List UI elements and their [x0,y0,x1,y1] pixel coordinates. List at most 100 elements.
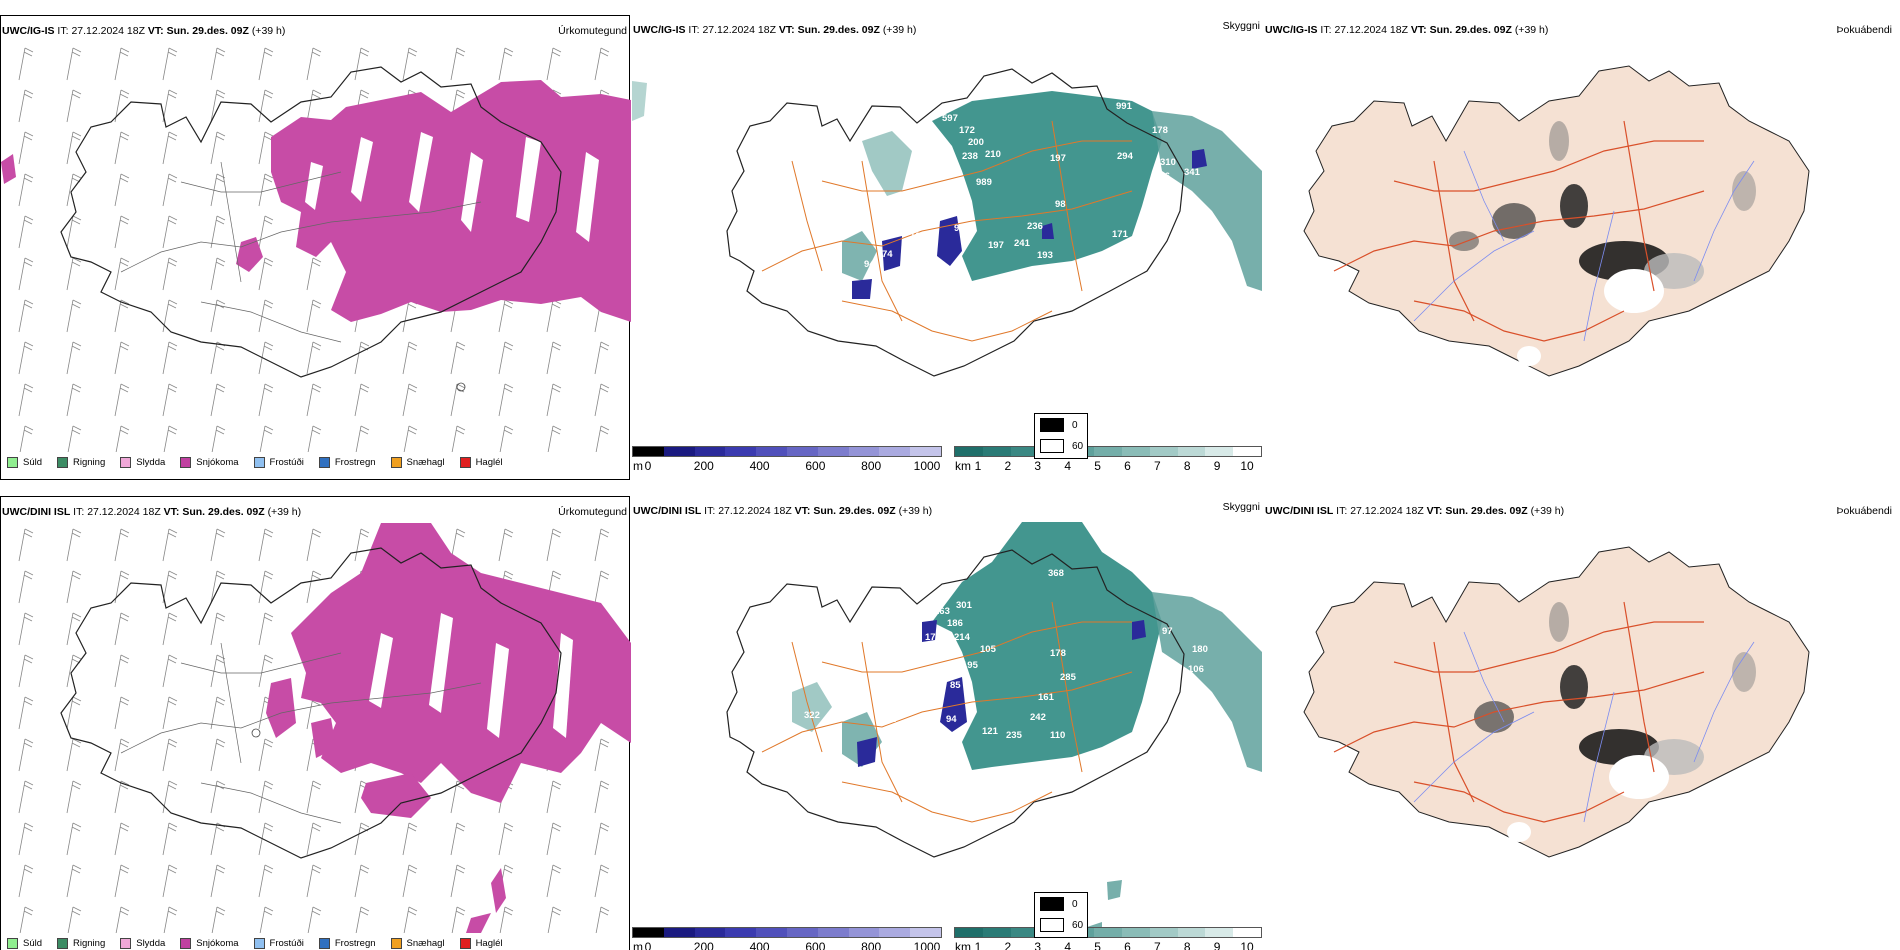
scale-swatch [786,447,818,456]
fog-panel-top: UWC/IG-IS IT: 27.12.2024 18Z VT: Sun. 29… [1034,15,1894,480]
init-time: 27.12.2024 18Z [718,505,792,517]
scale-tick: 0 [644,940,652,950]
visibility-value: 98 [1055,199,1066,210]
valid-time: Sun. 29.des. 09Z [797,24,880,36]
visibility-value: 178 [1152,125,1168,136]
panel-title: Skyggni [1222,20,1260,32]
roads [761,120,1133,342]
fog-legend-label: 0 [1072,898,1078,910]
panel-header: UWC/IG-IS IT: 27.12.2024 18Z VT: Sun. 29… [1265,24,1892,38]
legend-item: Snjókoma [180,456,239,468]
scale-swatch [1149,447,1178,456]
scale-swatch [910,928,941,937]
iceland-outline [60,547,562,859]
visibility-value: 56 [944,203,955,214]
panel-title: Þokuábendi [1836,505,1892,517]
legend-swatch [7,937,18,949]
scale-swatch [663,447,695,456]
panel-header: UWC/IG-IS IT: 27.12.2024 18Z VT: Sun. 29… [633,20,1260,38]
legend-item: Rigning [57,937,105,949]
visibility-value: 94 [946,714,957,725]
precip-type-legend: Súld Rigning Slydda Snjókoma Frostúði Frostre… [7,454,518,470]
scale-tick: 2 [1004,459,1012,473]
panel-title: Úrkomutegund [558,506,627,518]
scale-swatch [1010,447,1039,456]
legend-swatch [180,937,192,949]
legend-swatch [390,937,402,949]
legend-item: Haglél [459,456,503,468]
legend-item: Rigning [57,456,106,468]
visibility-value: 989 [976,177,992,188]
scale-tick: 9 [1213,459,1221,473]
valid-time: Sun. 29.des. 09Z [166,25,249,37]
visibility-value: 74 [882,249,893,260]
visibility-panel-bottom: UWC/DINI ISL IT: 27.12.2024 18Z VT: Sun.… [632,496,1262,950]
visibility-value: 236 [1027,221,1043,232]
fog-legend: 0 60 [1034,892,1088,938]
visibility-value: 189 [1140,714,1156,725]
scale-tick: 4 [1064,459,1071,473]
scale-tick: 800 [861,459,882,473]
legend-label: Frostregn [334,456,376,468]
legend-label: Rigning [73,456,106,468]
scale-swatch [756,447,787,456]
visibility-value: 178 [1050,648,1066,659]
init-label: IT: [73,506,85,518]
fog-panel-bottom: UWC/DINI ISL IT: 27.12.2024 18Z VT: Sun.… [1034,496,1894,950]
scale-tick: 200 [693,940,714,950]
visibility-value: 200 [968,137,984,148]
scale-swatch [633,447,664,456]
iceland-outline [60,66,562,378]
panel-title: Þokuábendi [1836,24,1892,36]
scale-swatch [756,928,787,937]
scale-swatch [848,447,880,456]
init-time: 27.12.2024 18Z [87,506,161,518]
scale-swatch [955,928,983,937]
legend-swatch [318,937,330,949]
panel-header: UWC/DINI ISL IT: 27.12.2024 18Z VT: Sun.… [1265,505,1892,519]
scale-tick: 6 [1124,940,1131,950]
init-time: 27.12.2024 18Z [1350,505,1424,517]
valid-time: Sun. 29.des. 09Z [182,506,265,518]
scale-swatch [633,928,664,937]
legend-label: Súld [23,456,43,468]
legend-label: Slydda [136,937,166,949]
legend-item: Frostregn [318,937,376,949]
scale-tick: 8 [1183,940,1191,950]
visibility-value: 322 [804,710,820,721]
visibility-value: 101 [880,714,897,725]
legend-label: Frostúði [269,937,304,949]
fog-legend-swatch [1040,897,1064,911]
valid-label: VT: [1410,24,1427,36]
scale-swatch [725,928,757,937]
visibility-value: 59 [934,139,945,150]
visibility-value: 474 [1152,578,1169,589]
visibility-value: 294 [1117,151,1134,162]
visibility-value: 170 [925,632,941,643]
precip-type-legend: Súld Rigning Slydda Snjókoma Frostúði Frostre… [7,935,518,950]
fog-legend-swatch [1040,418,1064,432]
scale-unit-km: km [955,940,971,950]
valid-label: VT: [778,24,795,36]
model-name: UWC/DINI ISL [2,506,71,518]
scale-swatch [879,447,911,456]
iceland-outline [726,549,1185,858]
legend-label: Slydda [136,456,166,468]
scale-tick: 5 [1094,459,1101,473]
visibility-value: 263 [934,606,950,617]
scale-swatch [817,928,849,937]
legend-swatch [57,456,69,468]
scale-unit-m: m [633,459,643,473]
fog-legend-swatch [1040,918,1064,932]
scale-swatch [1205,447,1234,456]
fog-map [1303,546,1810,858]
lead-time: (+39 h) [882,24,917,36]
scale-tick: 3 [1034,459,1042,473]
valid-label: VT: [163,506,180,518]
legend-label: Snæhagl [406,456,445,468]
lead-time: (+39 h) [1514,24,1549,36]
scale-tick: 7 [1153,459,1161,473]
visibility-scale-km: km 1 2 3 4 5 6 7 8 9 10 [954,927,1262,950]
legend-label: Snjókoma [196,456,239,468]
visibility-value: 235 [1006,730,1023,741]
